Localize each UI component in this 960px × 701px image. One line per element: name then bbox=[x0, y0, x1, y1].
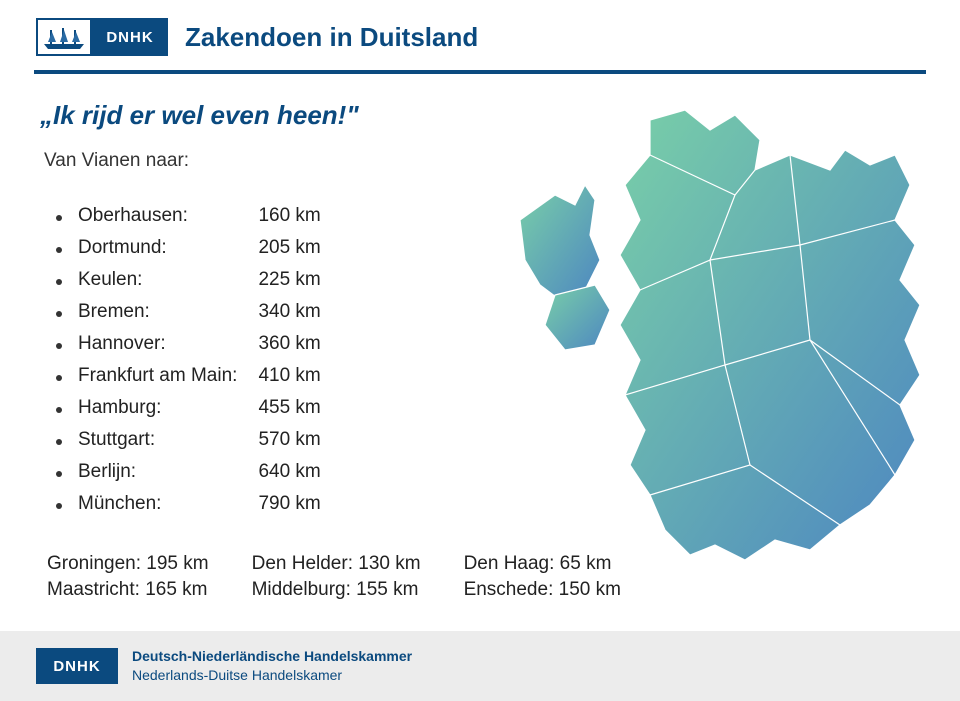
city-label: Oberhausen: bbox=[77, 200, 257, 232]
list-item: Oberhausen:160 km bbox=[55, 200, 322, 232]
bullet-icon bbox=[56, 311, 62, 317]
bullet-icon bbox=[56, 471, 62, 477]
city-value: 640 km bbox=[257, 456, 321, 488]
city-value: 360 km bbox=[257, 328, 321, 360]
subtitle: „Ik rijd er wel even heen!" bbox=[40, 100, 359, 131]
list-item: Frankfurt am Main:410 km bbox=[55, 360, 322, 392]
distance-cell: Middelburg: 155 km bbox=[251, 578, 461, 602]
header-logo: DNHK bbox=[36, 18, 168, 56]
dnhk-badge: DNHK bbox=[92, 18, 168, 56]
bullet-icon bbox=[56, 375, 62, 381]
city-label: Berlijn: bbox=[77, 456, 257, 488]
distance-cell: Groningen: 195 km bbox=[46, 552, 249, 576]
city-value: 225 km bbox=[257, 264, 321, 296]
footer-text: Deutsch-Niederländische Handelskammer Ne… bbox=[132, 647, 412, 685]
city-label: München: bbox=[77, 488, 257, 520]
city-value: 455 km bbox=[257, 392, 321, 424]
slide: DNHK Zakendoen in Duitsland „Ik rijd er … bbox=[0, 0, 960, 701]
city-label: Dortmund: bbox=[77, 232, 257, 264]
list-item: München:790 km bbox=[55, 488, 322, 520]
bullet-icon bbox=[56, 215, 62, 221]
list-item: Dortmund:205 km bbox=[55, 232, 322, 264]
bullet-icon bbox=[56, 343, 62, 349]
city-label: Stuttgart: bbox=[77, 424, 257, 456]
bullet-icon bbox=[56, 503, 62, 509]
bullet-icon bbox=[56, 439, 62, 445]
list-item: Keulen:225 km bbox=[55, 264, 322, 296]
bullet-icon bbox=[56, 407, 62, 413]
city-label: Frankfurt am Main: bbox=[77, 360, 257, 392]
distance-cell: Maastricht: 165 km bbox=[46, 578, 249, 602]
list-item: Stuttgart:570 km bbox=[55, 424, 322, 456]
city-value: 205 km bbox=[257, 232, 321, 264]
intro-text: Van Vianen naar: bbox=[44, 150, 189, 172]
footer-line1: Deutsch-Niederländische Handelskammer bbox=[132, 647, 412, 666]
list-item: Hannover:360 km bbox=[55, 328, 322, 360]
city-value: 160 km bbox=[257, 200, 321, 232]
footer-dnhk-badge: DNHK bbox=[36, 648, 118, 684]
list-item: Berlijn:640 km bbox=[55, 456, 322, 488]
city-label: Bremen: bbox=[77, 296, 257, 328]
bullet-icon bbox=[56, 247, 62, 253]
distance-cell: Den Helder: 130 km bbox=[251, 552, 461, 576]
city-label: Keulen: bbox=[77, 264, 257, 296]
footer: DNHK Deutsch-Niederländische Handelskamm… bbox=[0, 631, 960, 701]
footer-line2: Nederlands-Duitse Handelskamer bbox=[132, 666, 412, 685]
city-label: Hamburg: bbox=[77, 392, 257, 424]
germany-map bbox=[500, 85, 940, 585]
city-value: 340 km bbox=[257, 296, 321, 328]
list-item: Hamburg:455 km bbox=[55, 392, 322, 424]
city-value: 410 km bbox=[257, 360, 321, 392]
bullet-icon bbox=[56, 279, 62, 285]
page-title: Zakendoen in Duitsland bbox=[185, 22, 478, 53]
ships-icon bbox=[36, 18, 92, 56]
city-distance-list: Oberhausen:160 kmDortmund:205 kmKeulen:2… bbox=[55, 200, 322, 520]
city-label: Hannover: bbox=[77, 328, 257, 360]
header-rule bbox=[34, 70, 926, 74]
list-item: Bremen:340 km bbox=[55, 296, 322, 328]
city-value: 570 km bbox=[257, 424, 321, 456]
city-value: 790 km bbox=[257, 488, 321, 520]
